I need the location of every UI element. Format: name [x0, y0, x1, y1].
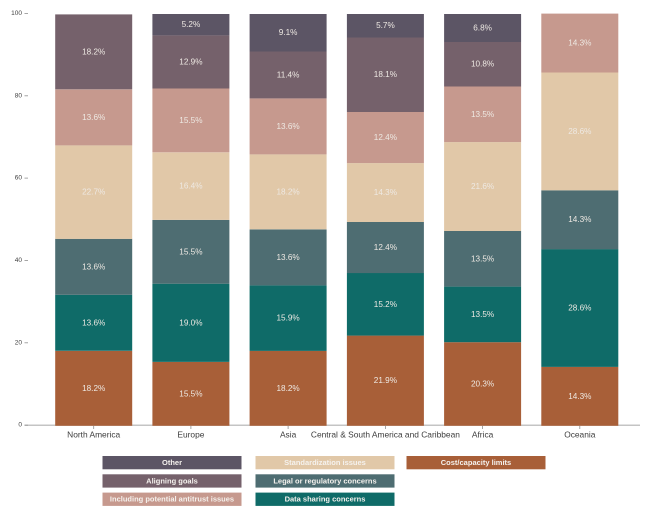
svg-text:18.2%: 18.2%	[276, 384, 299, 393]
svg-text:13.6%: 13.6%	[276, 253, 299, 262]
svg-text:14.3%: 14.3%	[568, 215, 591, 224]
svg-text:9.1%: 9.1%	[279, 28, 298, 37]
svg-text:20: 20	[15, 339, 23, 346]
svg-text:15.2%: 15.2%	[374, 300, 397, 309]
svg-text:100: 100	[11, 10, 22, 17]
svg-text:14.3%: 14.3%	[374, 188, 397, 197]
svg-text:5.7%: 5.7%	[376, 21, 395, 30]
svg-text:Africa: Africa	[472, 430, 494, 440]
svg-text:12.4%: 12.4%	[374, 133, 397, 142]
svg-text:13.6%: 13.6%	[276, 122, 299, 131]
svg-text:14.3%: 14.3%	[568, 392, 591, 401]
svg-text:21.6%: 21.6%	[471, 182, 494, 191]
svg-text:15.9%: 15.9%	[276, 314, 299, 323]
svg-text:6.8%: 6.8%	[473, 24, 492, 33]
svg-text:13.5%: 13.5%	[471, 110, 494, 119]
svg-text:22.7%: 22.7%	[82, 188, 105, 197]
svg-text:14.3%: 14.3%	[568, 39, 591, 48]
svg-text:19.0%: 19.0%	[179, 318, 202, 327]
svg-text:80: 80	[15, 92, 23, 99]
svg-text:Central & South America and Ca: Central & South America and Caribbean	[311, 430, 460, 440]
svg-text:Standardization issues: Standardization issues	[284, 458, 366, 467]
svg-text:0: 0	[18, 422, 22, 429]
svg-text:21.9%: 21.9%	[374, 376, 397, 385]
svg-text:18.1%: 18.1%	[374, 70, 397, 79]
svg-text:15.5%: 15.5%	[179, 116, 202, 125]
svg-text:60: 60	[15, 175, 23, 182]
svg-text:16.4%: 16.4%	[179, 182, 202, 191]
svg-text:11.4%: 11.4%	[277, 70, 300, 79]
svg-text:Oceania: Oceania	[564, 430, 596, 440]
svg-text:Aligning goals: Aligning goals	[146, 476, 198, 485]
svg-text:18.2%: 18.2%	[276, 187, 299, 196]
svg-text:28.6%: 28.6%	[568, 304, 591, 313]
svg-text:18.2%: 18.2%	[82, 47, 105, 56]
svg-text:15.5%: 15.5%	[179, 389, 202, 398]
svg-text:Cost/capacity limits: Cost/capacity limits	[441, 458, 511, 467]
svg-text:Including potential antitrust: Including potential antitrust issues	[110, 495, 234, 504]
svg-text:10.8%: 10.8%	[471, 60, 494, 69]
svg-text:Legal or regulatory concerns: Legal or regulatory concerns	[273, 476, 376, 485]
svg-text:28.6%: 28.6%	[568, 127, 591, 136]
svg-text:12.4%: 12.4%	[374, 243, 397, 252]
svg-text:40: 40	[15, 257, 23, 264]
svg-text:North America: North America	[67, 430, 120, 440]
svg-text:Europe: Europe	[177, 430, 204, 440]
svg-text:13.5%: 13.5%	[471, 254, 494, 263]
svg-text:18.2%: 18.2%	[82, 384, 105, 393]
svg-text:13.6%: 13.6%	[82, 113, 105, 122]
svg-text:15.5%: 15.5%	[179, 247, 202, 256]
svg-text:13.6%: 13.6%	[82, 318, 105, 327]
svg-text:5.2%: 5.2%	[182, 20, 201, 29]
svg-text:20.3%: 20.3%	[471, 380, 494, 389]
svg-text:12.9%: 12.9%	[179, 58, 202, 67]
svg-text:Data sharing concerns: Data sharing concerns	[285, 495, 366, 504]
svg-text:13.6%: 13.6%	[82, 262, 105, 271]
svg-text:13.5%: 13.5%	[471, 310, 494, 319]
svg-text:Asia: Asia	[280, 430, 297, 440]
svg-text:Other: Other	[162, 458, 182, 467]
